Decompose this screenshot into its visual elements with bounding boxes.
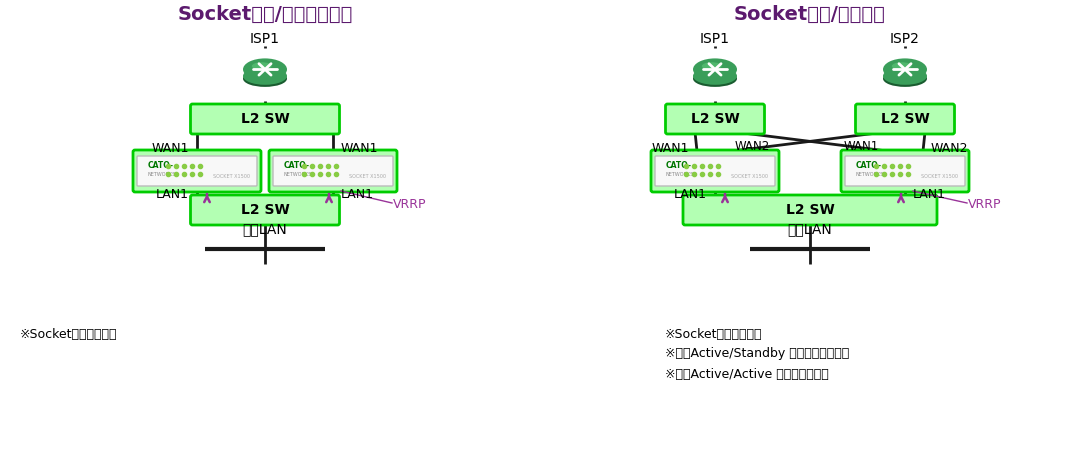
Text: NETWORKS: NETWORKS: [284, 173, 312, 178]
Text: CATO-: CATO-: [666, 162, 692, 171]
FancyBboxPatch shape: [133, 150, 261, 192]
Text: L2 SW: L2 SW: [241, 203, 290, 217]
Text: WAN2: WAN2: [931, 143, 969, 156]
FancyBboxPatch shape: [269, 150, 397, 192]
Text: SOCKET X1500: SOCKET X1500: [731, 173, 768, 178]
Text: Socket冗長/回線冗長: Socket冗長/回線冗長: [734, 5, 886, 24]
Ellipse shape: [883, 67, 927, 85]
Ellipse shape: [243, 70, 286, 87]
Text: ※回緍Active/Standby 設定で可用性向上: ※回緍Active/Standby 設定で可用性向上: [665, 347, 850, 360]
Text: VRRP: VRRP: [967, 198, 1001, 212]
Ellipse shape: [702, 62, 722, 70]
Text: ISP2: ISP2: [890, 32, 920, 46]
Text: L2 SW: L2 SW: [691, 112, 739, 126]
Text: LAN1: LAN1: [341, 188, 374, 201]
FancyBboxPatch shape: [855, 104, 955, 134]
FancyBboxPatch shape: [666, 104, 764, 134]
Text: NETWORKS: NETWORKS: [148, 173, 176, 178]
Ellipse shape: [883, 59, 927, 80]
Ellipse shape: [693, 67, 737, 85]
Text: WAN2: WAN2: [735, 140, 771, 153]
Text: WAN1: WAN1: [341, 143, 378, 156]
Text: LAN1: LAN1: [673, 188, 707, 201]
FancyBboxPatch shape: [137, 156, 257, 186]
FancyBboxPatch shape: [273, 156, 393, 186]
Text: L2 SW: L2 SW: [241, 112, 290, 126]
Text: SOCKET X1500: SOCKET X1500: [921, 173, 958, 178]
Text: ※回緍Active/Active 設定で帯域拡大: ※回緍Active/Active 設定で帯域拡大: [665, 367, 829, 380]
Text: CATO-: CATO-: [856, 162, 882, 171]
Text: WAN1: WAN1: [151, 143, 189, 156]
Text: ※Socketの可用性向上: ※Socketの可用性向上: [665, 327, 762, 340]
Text: VRRP: VRRP: [393, 198, 427, 212]
Ellipse shape: [252, 62, 271, 70]
FancyBboxPatch shape: [841, 150, 969, 192]
Text: Socket冗長/回線シングル: Socket冗長/回線シングル: [177, 5, 352, 24]
Text: ISP1: ISP1: [250, 32, 280, 46]
Text: NETWORKS: NETWORKS: [666, 173, 694, 178]
FancyBboxPatch shape: [845, 156, 965, 186]
Text: LAN1: LAN1: [913, 188, 946, 201]
Text: NETWORKS: NETWORKS: [856, 173, 884, 178]
Ellipse shape: [892, 62, 911, 70]
Text: WAN1: WAN1: [652, 143, 689, 156]
Text: SOCKET X1500: SOCKET X1500: [349, 173, 386, 178]
Text: L2 SW: L2 SW: [881, 112, 930, 126]
Ellipse shape: [243, 59, 286, 80]
FancyBboxPatch shape: [655, 156, 775, 186]
Text: ISP1: ISP1: [700, 32, 730, 46]
Text: SOCKET X1500: SOCKET X1500: [213, 173, 250, 178]
Text: ※Socketの可用性向上: ※Socketの可用性向上: [21, 327, 118, 340]
FancyBboxPatch shape: [651, 150, 779, 192]
Ellipse shape: [693, 70, 737, 87]
FancyBboxPatch shape: [190, 195, 339, 225]
Ellipse shape: [243, 67, 286, 85]
Text: LAN1: LAN1: [156, 188, 189, 201]
Text: 社内LAN: 社内LAN: [242, 222, 288, 236]
FancyBboxPatch shape: [190, 104, 339, 134]
Text: 社内LAN: 社内LAN: [788, 222, 832, 236]
Ellipse shape: [883, 70, 927, 87]
Text: L2 SW: L2 SW: [786, 203, 835, 217]
Text: CATO-: CATO-: [284, 162, 310, 171]
Ellipse shape: [693, 59, 737, 80]
Text: CATO-: CATO-: [148, 162, 174, 171]
FancyBboxPatch shape: [683, 195, 937, 225]
Text: WAN1: WAN1: [844, 140, 879, 153]
